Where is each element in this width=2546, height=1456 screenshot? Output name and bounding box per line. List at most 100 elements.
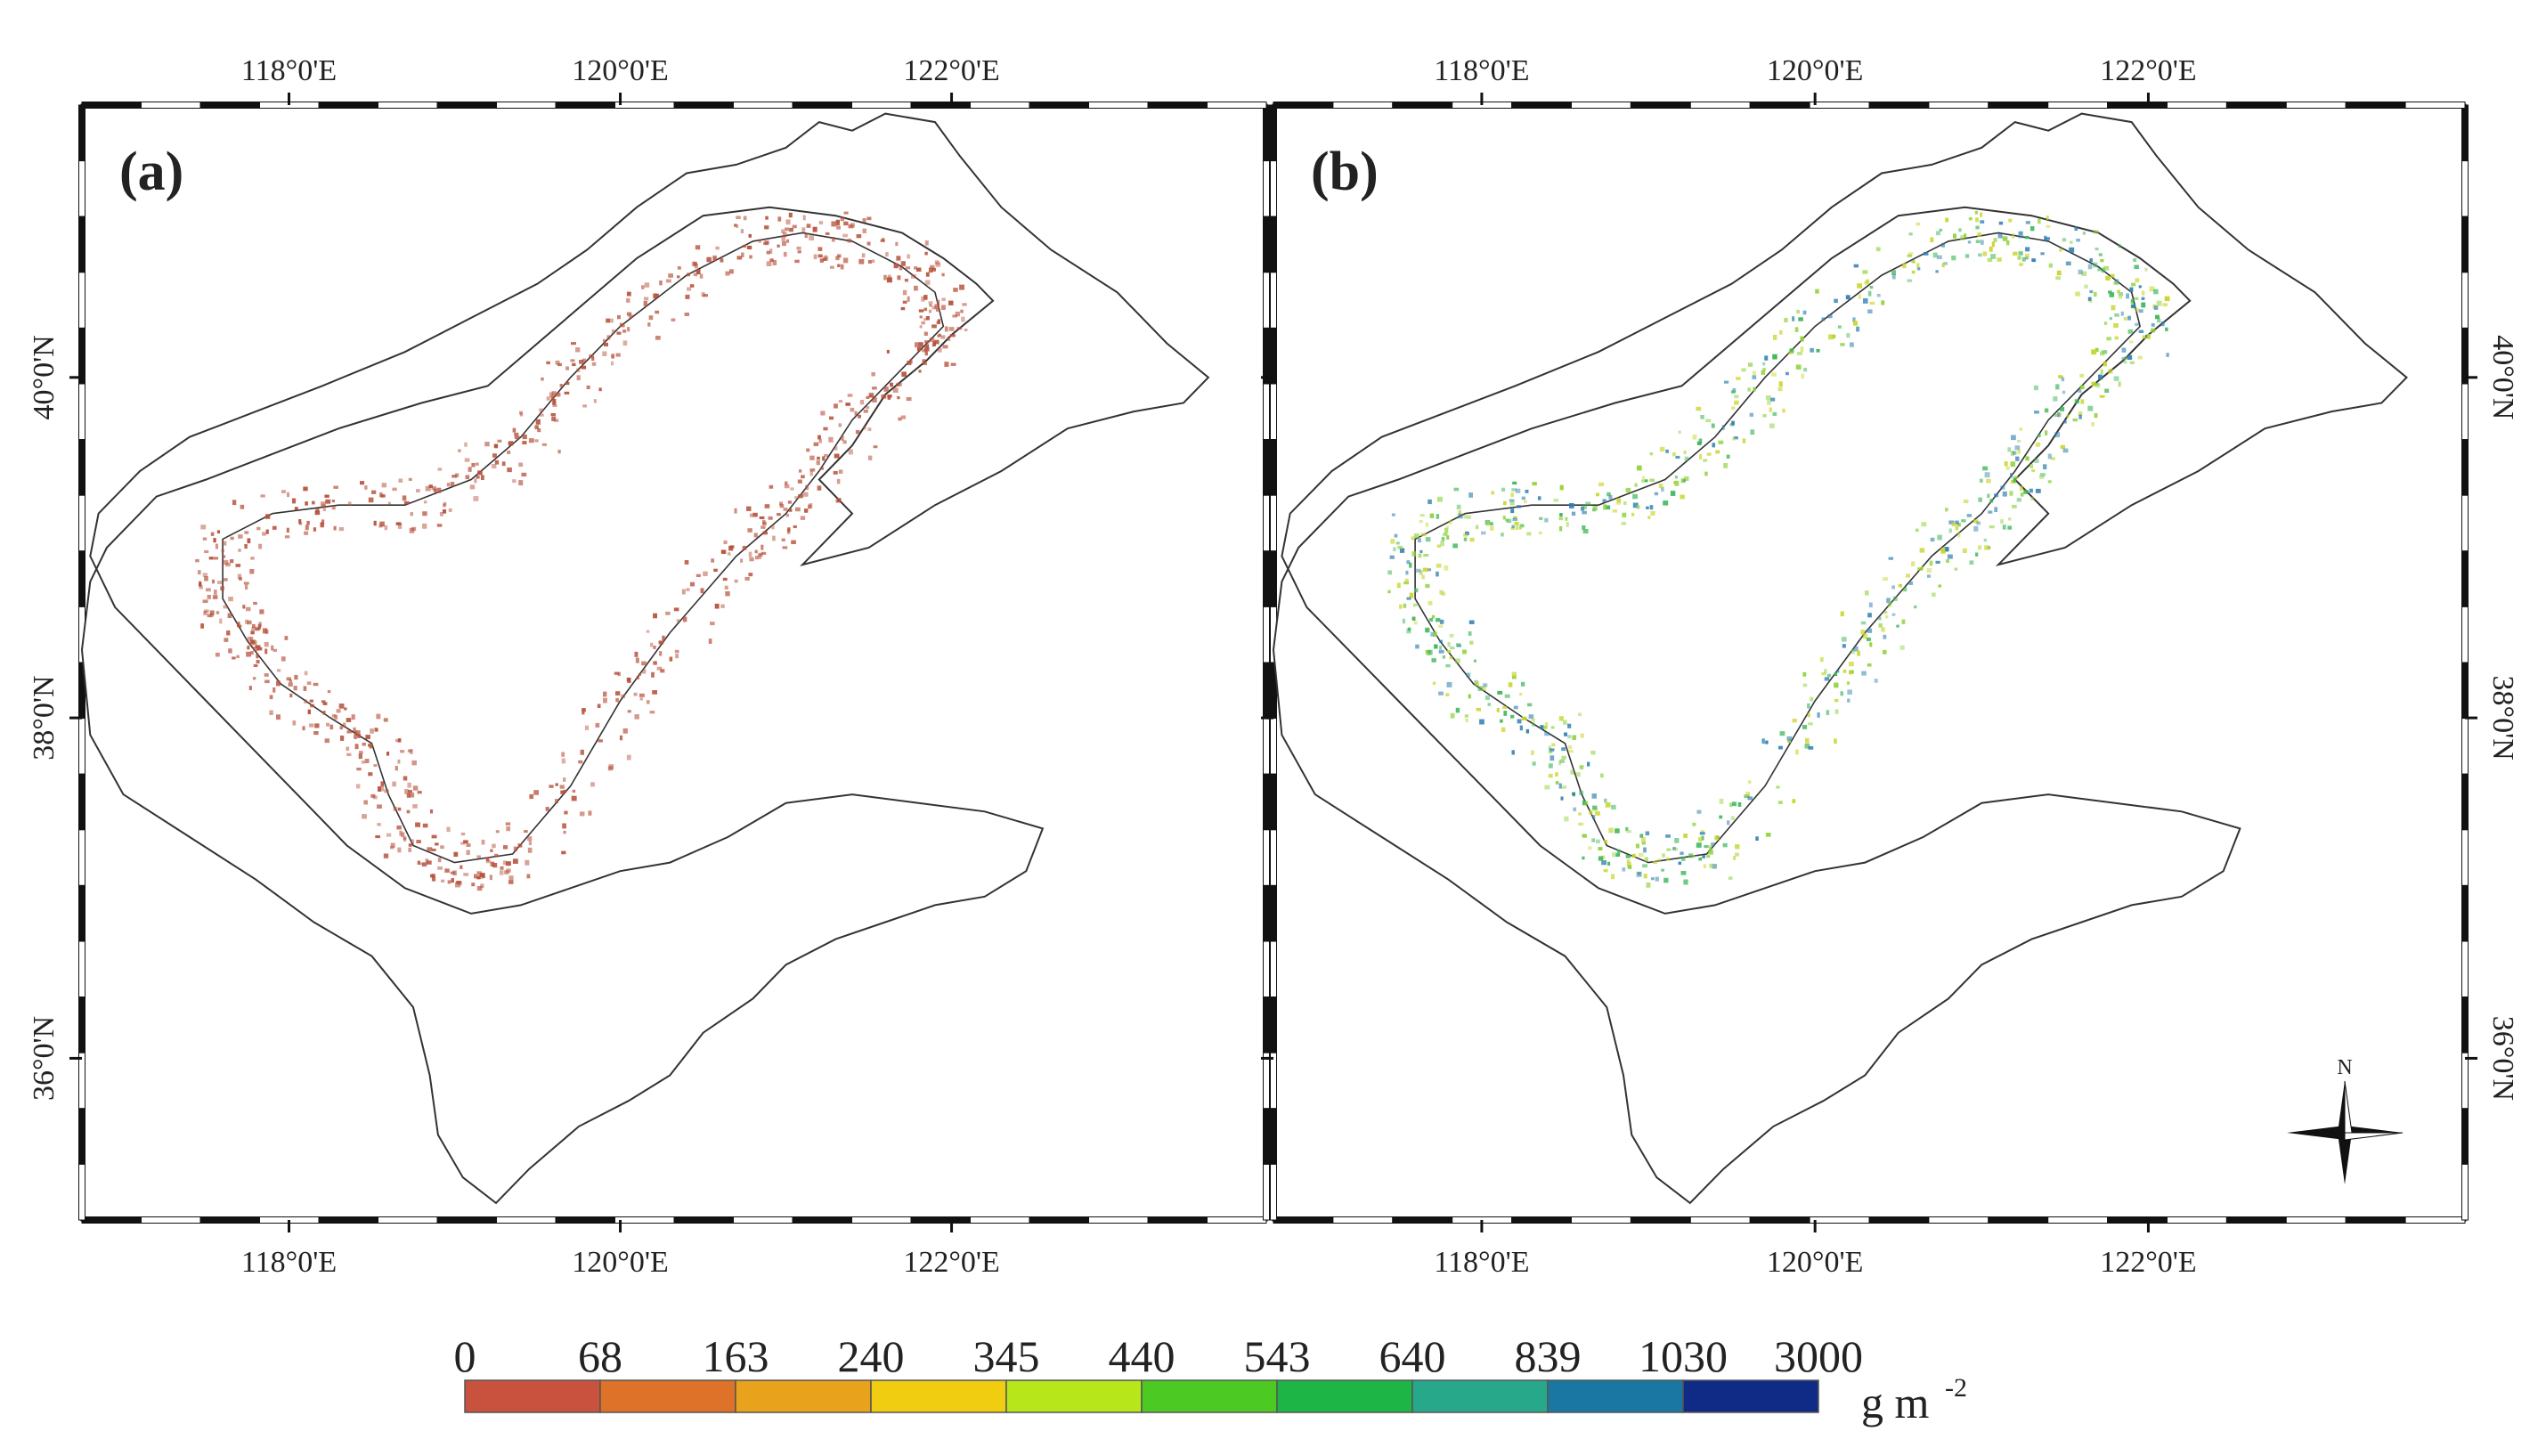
density-pixel (1468, 492, 1474, 498)
density-pixel (370, 728, 374, 734)
density-pixel (2029, 488, 2033, 493)
density-pixel (610, 318, 614, 323)
density-pixel (1409, 592, 1414, 598)
density-pixel (1869, 286, 1874, 289)
density-pixel (1578, 822, 1583, 826)
density-pixel (1665, 834, 1671, 838)
density-pixel (1598, 482, 1605, 487)
density-pixel (2095, 248, 2099, 251)
density-pixel (1578, 712, 1582, 717)
density-pixel (764, 225, 769, 230)
density-pixel (298, 522, 303, 525)
density-pixel (517, 843, 523, 848)
density-pixel (362, 742, 366, 746)
density-pixel (1734, 400, 1739, 405)
density-pixel (1501, 533, 1504, 537)
density-pixel (771, 524, 775, 530)
density-pixel (777, 244, 780, 248)
density-pixel (505, 861, 511, 866)
density-pixel (1853, 264, 1859, 268)
density-pixel (315, 508, 320, 513)
density-pixel (928, 301, 933, 305)
density-pixel (861, 253, 866, 258)
density-pixel (242, 605, 246, 609)
density-pixel (1658, 484, 1663, 489)
density-pixel (2131, 304, 2136, 308)
density-pixel (417, 791, 422, 794)
density-pixel (1957, 523, 1961, 527)
density-pixel (1792, 799, 1796, 803)
density-pixel (466, 843, 471, 848)
density-pixel (1412, 603, 1418, 607)
density-pixel (2072, 418, 2078, 422)
density-pixel (603, 691, 607, 697)
density-pixel (1932, 252, 1938, 258)
density-pixel (1473, 659, 1476, 663)
density-pixel (1436, 618, 1441, 622)
density-pixel (565, 366, 570, 370)
density-pixel (710, 622, 715, 626)
frame-border-segment (2461, 383, 2469, 441)
density-pixel (867, 260, 872, 264)
density-pixel (1643, 874, 1647, 879)
density-pixel (724, 585, 728, 590)
density-pixel (2070, 240, 2073, 244)
density-pixel (2000, 485, 2005, 490)
density-pixel (2087, 297, 2092, 302)
density-pixel (662, 635, 665, 641)
frame-border-segment (1630, 1216, 1691, 1224)
density-pixel (384, 789, 389, 793)
density-pixel (1846, 681, 1851, 685)
density-pixel (1553, 498, 1559, 502)
density-pixel (923, 307, 928, 312)
density-pixel (1948, 520, 1955, 525)
density-pixel (2091, 422, 2095, 427)
density-pixel (1951, 522, 1956, 526)
density-pixel (1611, 804, 1616, 809)
density-pixel (1403, 603, 1407, 608)
density-pixel (1815, 289, 1819, 294)
density-pixel (883, 386, 889, 392)
density-pixel (217, 581, 223, 584)
density-pixel (611, 329, 615, 335)
density-pixel (1797, 352, 1802, 355)
density-pixel (824, 255, 827, 260)
density-pixel (1994, 507, 1998, 513)
density-pixel (656, 666, 663, 671)
density-pixel (221, 549, 225, 553)
density-pixel (436, 524, 443, 527)
density-pixel (782, 241, 787, 247)
density-pixel (1496, 708, 1500, 712)
density-pixel (862, 228, 866, 233)
density-pixel (866, 241, 871, 246)
density-pixel (379, 492, 383, 498)
density-pixel (1980, 212, 1983, 217)
density-pixel (1484, 695, 1490, 701)
density-pixel (1888, 557, 1894, 560)
density-pixel (930, 264, 935, 269)
density-pixel (2082, 232, 2086, 235)
frame-border-segment (1263, 773, 1270, 831)
frame-border-segment (2285, 1216, 2347, 1224)
density-pixel (836, 498, 842, 502)
density-pixel (2078, 389, 2082, 393)
density-pixel (339, 726, 343, 730)
density-pixel (1975, 217, 1979, 223)
density-pixel (823, 257, 827, 261)
density-pixel (257, 624, 261, 630)
density-pixel (653, 613, 657, 619)
density-pixel (1977, 232, 1981, 237)
frame-border-segment (141, 1216, 201, 1224)
density-pixel (910, 274, 916, 279)
frame-border-segment (1207, 102, 1267, 109)
density-pixel (1940, 548, 1946, 553)
density-pixel (559, 384, 563, 387)
density-pixel (1475, 681, 1479, 687)
density-pixel (1445, 664, 1451, 668)
density-pixel (1699, 832, 1705, 835)
density-pixel (250, 557, 255, 560)
density-pixel (700, 588, 704, 594)
density-pixel (1986, 478, 1991, 484)
density-pixel (256, 647, 263, 651)
density-pixel (1862, 270, 1868, 274)
